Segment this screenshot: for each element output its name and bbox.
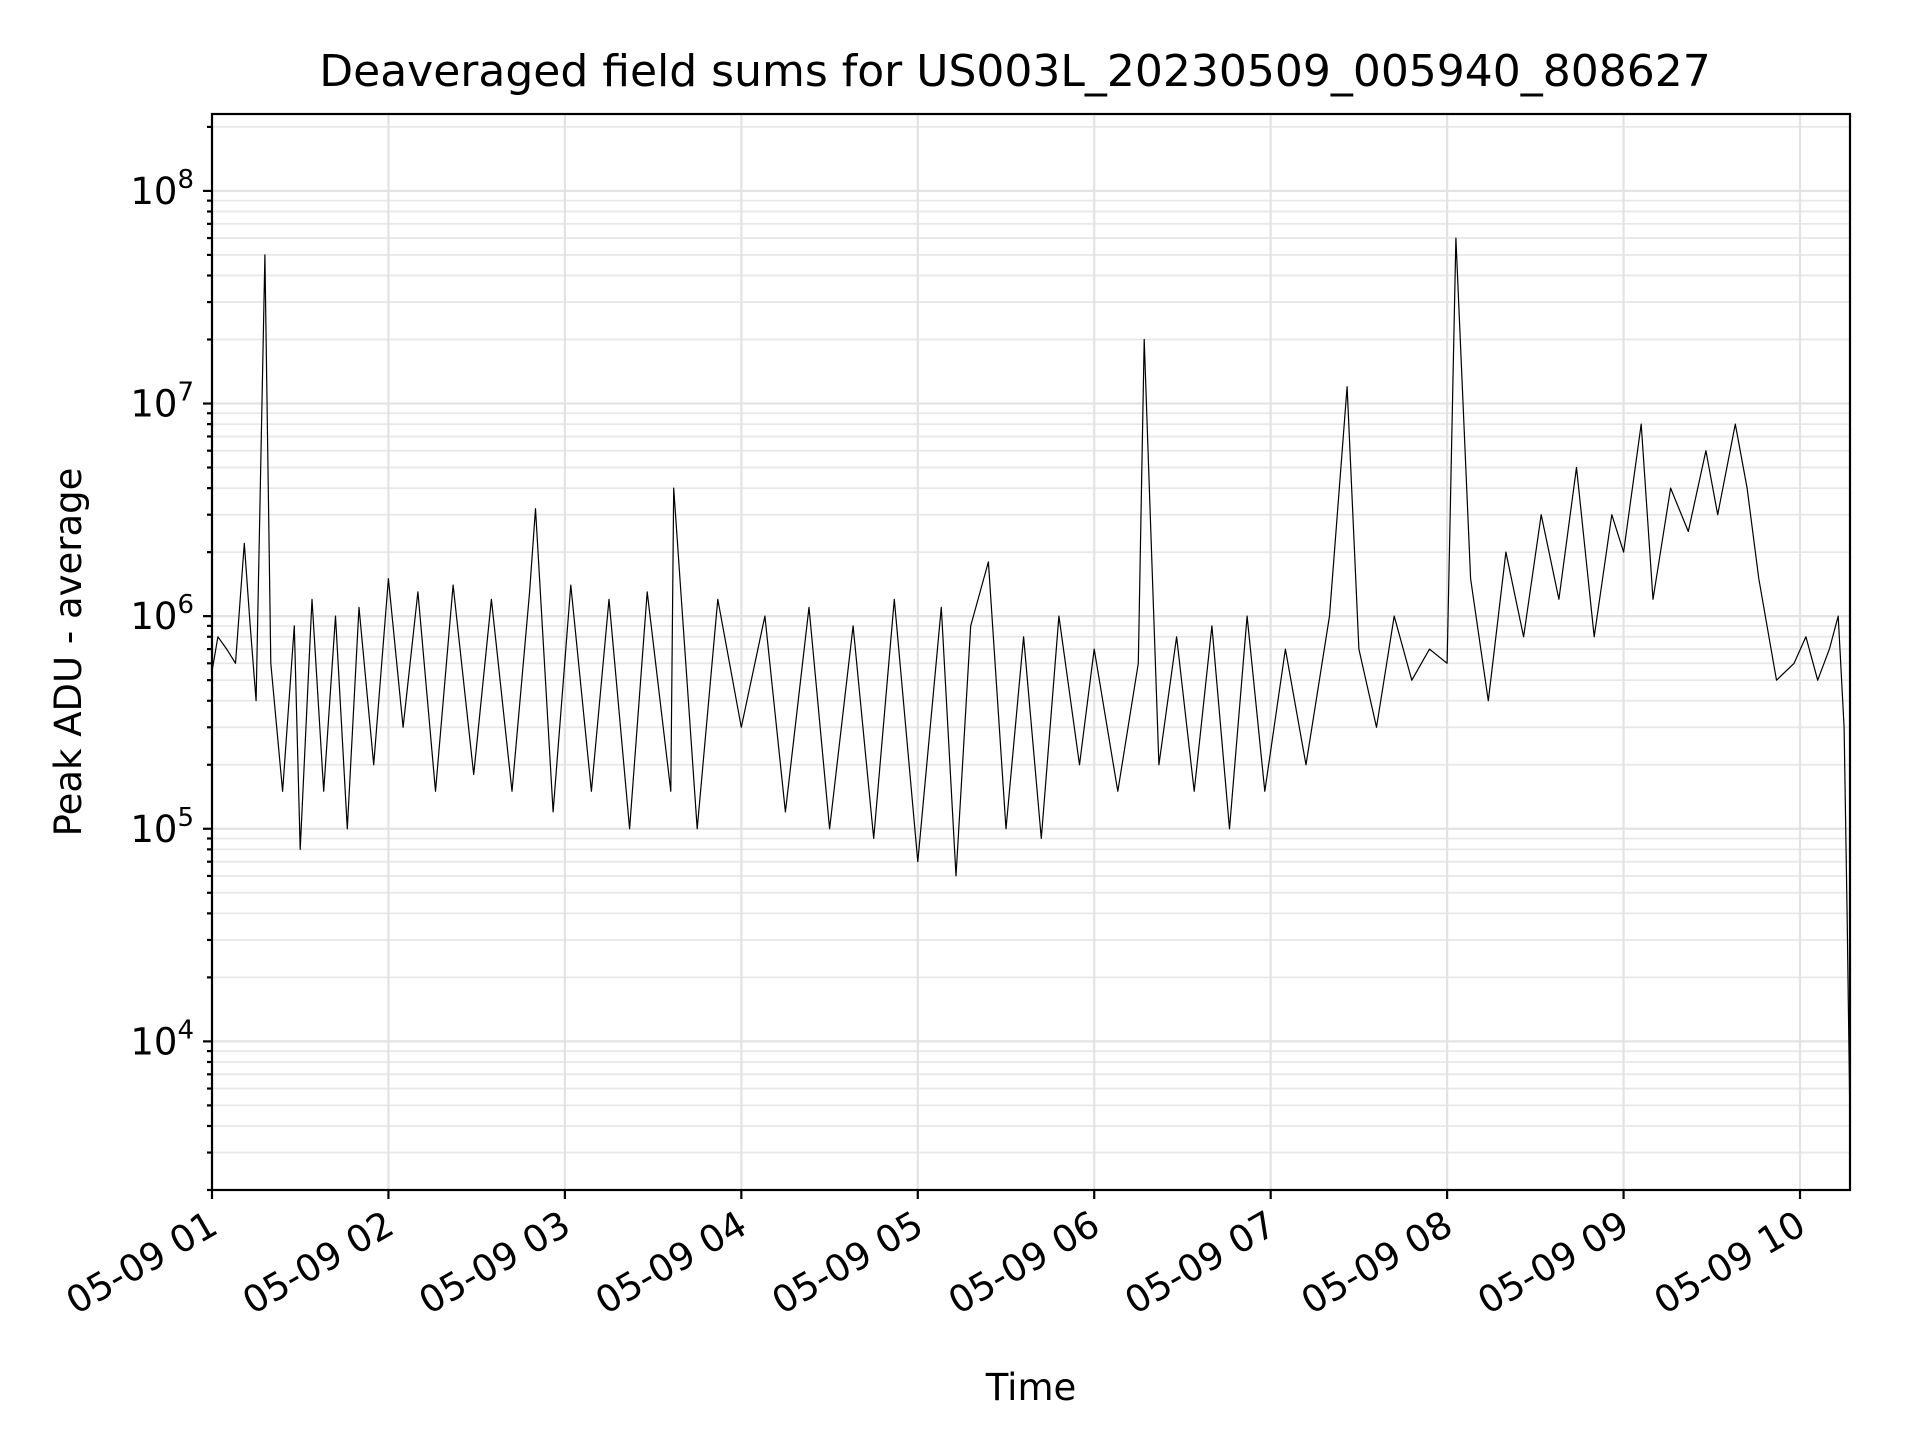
x-axis: 05-09 01 05-09 02 05-09 03 05-09 04 05-09 05…: [59, 1190, 1813, 1323]
x-tick-label: 05-09 09: [1470, 1203, 1636, 1323]
y-tick-label-base: 10: [130, 808, 177, 851]
x-tick-label: 05-09 04: [588, 1203, 754, 1323]
y-tick-label-base: 10: [130, 595, 177, 638]
series-line-0: [211, 237, 1851, 1127]
x-tick-label: 05-09 08: [1294, 1203, 1460, 1323]
y-tick-label: 104: [130, 1015, 194, 1063]
y-tick-label-exponent: 4: [177, 1015, 194, 1045]
y-tick-label-base: 10: [130, 1020, 177, 1063]
grid: [210, 114, 1850, 1191]
x-tick-label: 05-09 03: [412, 1203, 578, 1323]
y-tick-label-base: 10: [130, 170, 177, 213]
x-tick-label: 05-09 07: [1118, 1203, 1284, 1323]
y-axis-label: Peak ADU - average: [47, 468, 90, 837]
y-tick-label: 108: [130, 165, 194, 213]
y-tick-label-exponent: 7: [177, 378, 194, 408]
y-tick-label-base: 10: [130, 383, 177, 426]
y-tick-label-exponent: 8: [177, 165, 194, 195]
x-tick-label: 05-09 10: [1647, 1203, 1813, 1323]
x-axis-label: Time: [985, 1366, 1077, 1409]
x-tick-label: 05-09 01: [59, 1203, 225, 1323]
chart-title: Deaveraged field sums for US003L_2023050…: [319, 46, 1711, 97]
x-tick-label: 05-09 02: [235, 1203, 401, 1323]
series-layer: [211, 237, 1851, 1127]
x-tick-label: 05-09 06: [941, 1203, 1107, 1323]
y-tick-label: 106: [130, 590, 194, 638]
x-tick-label: 05-09 05: [765, 1203, 931, 1323]
y-tick-label: 107: [130, 378, 194, 426]
plot-frame: [210, 112, 1852, 1192]
y-tick-label: 105: [130, 803, 194, 851]
y-tick-label-exponent: 5: [177, 803, 194, 833]
y-tick-label-exponent: 6: [177, 590, 194, 620]
